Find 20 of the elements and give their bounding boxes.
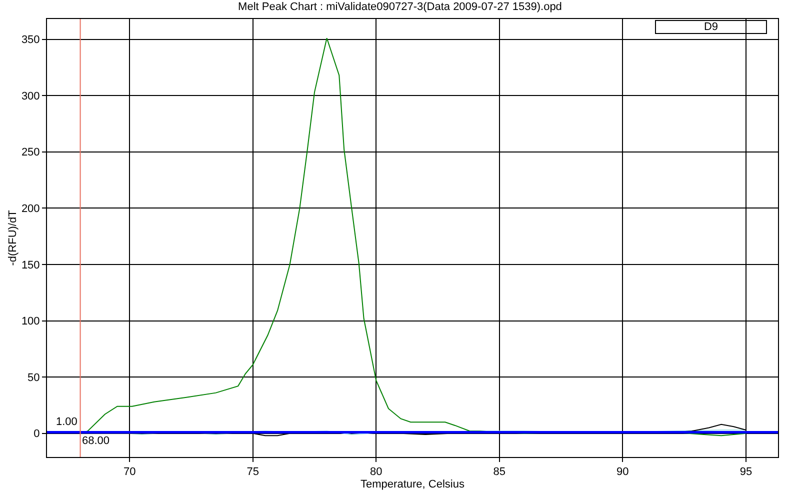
x-tick-label: 85: [493, 466, 506, 478]
x-axis-title: Temperature, Celsius: [360, 478, 465, 490]
y-axis-title: -d(RFU)/dT: [7, 210, 20, 266]
y-tick-label: 300: [21, 90, 40, 102]
x-tick-label: 70: [123, 466, 136, 478]
y-tick-label: 250: [21, 146, 40, 159]
chart-title: Melt Peak Chart : miValidate090727-3(Data 2009-07-27 1539).opd: [238, 1, 562, 14]
y-tick-label: 0: [34, 428, 40, 440]
ref-line-label: 1.00: [56, 416, 78, 428]
y-tick-label: 350: [21, 34, 40, 46]
y-tick-label: 50: [28, 372, 40, 384]
x-tick-label: 90: [616, 466, 629, 478]
annotation: D9: [704, 21, 718, 33]
y-tick-label: 100: [21, 316, 40, 328]
ref-line-label: 68.00: [82, 435, 110, 447]
y-tick-label: 150: [21, 259, 40, 272]
y-tick-label: 200: [21, 203, 40, 216]
x-tick-label: 80: [370, 466, 382, 478]
x-tick-label: 95: [740, 466, 752, 478]
x-tick-label: 75: [246, 466, 259, 478]
